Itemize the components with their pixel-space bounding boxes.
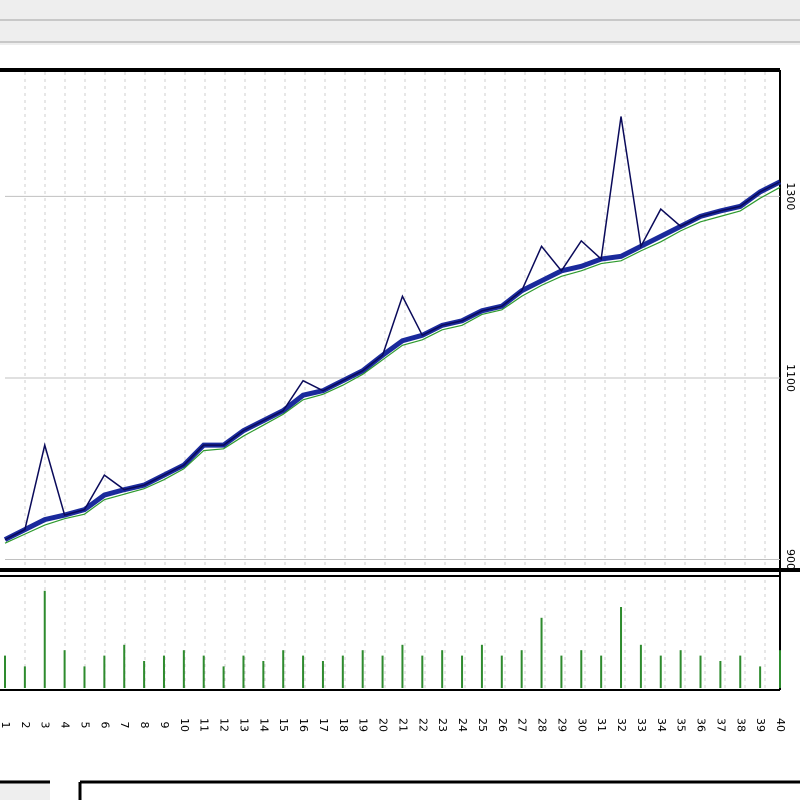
volume-bar [759, 666, 762, 688]
toolbar [0, 0, 800, 45]
series-line [3, 179, 782, 542]
volume-bar [500, 655, 503, 688]
x-tick-label: 1 [0, 722, 12, 729]
x-tick-label: 3 [39, 722, 52, 729]
volume-bar [520, 650, 523, 688]
x-tick-label: 10 [178, 718, 191, 732]
volume-bar [162, 655, 165, 688]
volume-bar [401, 644, 404, 688]
volume-bar [4, 655, 6, 688]
volume-bar [143, 661, 146, 688]
x-tick-label: 40 [774, 718, 787, 732]
volume-bar [361, 650, 364, 688]
x-tick-label: 33 [635, 718, 648, 732]
x-tick-label: 22 [416, 718, 429, 732]
y-tick-label: 900 [784, 549, 797, 570]
volume-bar [103, 655, 106, 688]
x-tick-label: 32 [615, 718, 628, 732]
y-tick-label: 1300 [784, 182, 797, 210]
status-tab [0, 780, 50, 800]
volume-bar [262, 661, 265, 688]
volume-bar [600, 655, 603, 688]
volume-bar [461, 655, 464, 688]
x-tick-label: 39 [754, 718, 767, 732]
volume-bar [282, 650, 285, 688]
x-tick-label: 38 [734, 718, 747, 732]
volume-bar [182, 650, 185, 688]
x-tick-label: 7 [118, 722, 131, 729]
volume-bar [421, 655, 424, 688]
volume-bar [202, 655, 205, 688]
x-tick-label: 25 [476, 718, 489, 732]
x-tick-label: 36 [695, 718, 708, 732]
volume-bar [659, 655, 662, 688]
x-tick-label: 26 [496, 718, 509, 732]
x-tick-label: 16 [297, 718, 310, 732]
x-tick-label: 23 [436, 718, 449, 732]
volume-bar [560, 655, 563, 688]
series-line [4, 186, 781, 544]
volume-bar [779, 650, 781, 688]
x-tick-label: 15 [277, 718, 290, 732]
volume-bar [699, 655, 702, 688]
x-tick-label: 17 [317, 718, 330, 732]
volume-bar [540, 617, 543, 688]
x-tick-label: 11 [198, 718, 211, 732]
volume-bar [341, 655, 344, 688]
volume-bar [719, 661, 722, 688]
x-tick-label: 29 [555, 718, 568, 732]
x-tick-label: 35 [675, 718, 688, 732]
volume-bar [23, 666, 26, 688]
volume-bar [381, 655, 384, 688]
x-tick-label: 30 [575, 718, 588, 732]
x-tick-label: 37 [714, 718, 727, 732]
x-tick-label: 14 [257, 718, 270, 732]
volume-bar [739, 655, 742, 688]
x-tick-label: 21 [396, 718, 409, 732]
x-tick-label: 8 [138, 722, 151, 729]
x-tick-label: 5 [78, 722, 91, 729]
x-tick-label: 28 [536, 718, 549, 732]
volume-bar [679, 650, 682, 688]
x-tick-label: 18 [337, 718, 350, 732]
volume-bar [480, 644, 483, 688]
x-tick-label: 20 [377, 718, 390, 732]
x-tick-label: 27 [516, 718, 529, 732]
x-tick-label: 6 [98, 722, 111, 729]
volume-bar [620, 607, 623, 688]
vertical-grid [24, 72, 766, 688]
x-tick-label: 19 [357, 718, 370, 732]
x-tick-label: 34 [655, 718, 668, 732]
volume-bar [302, 655, 305, 688]
y-tick-label: 1100 [784, 364, 797, 392]
x-tick-label: 2 [19, 722, 32, 729]
volume-bar [580, 650, 583, 688]
volume-bar [321, 661, 324, 688]
x-tick-label: 4 [59, 722, 72, 729]
volume-bar [83, 666, 86, 688]
volume-bar [123, 644, 126, 688]
volume-bar [242, 655, 245, 688]
series-line [4, 116, 781, 541]
volume-bar [639, 644, 642, 688]
volume-bar [222, 666, 225, 688]
volume-bar [441, 650, 444, 688]
x-tick-label: 24 [456, 718, 469, 732]
x-tick-label: 12 [218, 718, 231, 732]
volume-bar [43, 590, 46, 688]
x-tick-label: 13 [237, 718, 250, 732]
volume-bar [63, 650, 66, 688]
x-tick-label: 31 [595, 718, 608, 732]
x-tick-label: 9 [158, 722, 171, 729]
